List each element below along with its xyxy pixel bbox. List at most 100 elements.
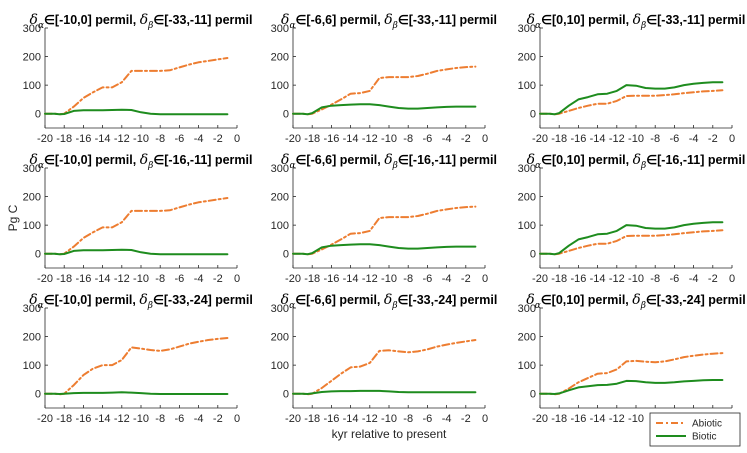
x-tick-label: -8: [403, 133, 413, 145]
panel-2: δα∈[-6,6] permil, δβ∈[-33,-11] permil 0 10…: [271, 12, 497, 145]
y-tick-label: 200: [518, 332, 536, 344]
panel-1: δα∈[-10,0] permil, δβ∈[-33,-11] permil 0 1…: [23, 12, 253, 145]
x-tick-label: 0: [234, 413, 240, 425]
x-tick-label: -8: [155, 273, 165, 285]
x-tick-label: -20: [532, 273, 548, 285]
x-tick-label: 0: [482, 133, 488, 145]
y-tick-label: 300: [271, 303, 289, 315]
series-line-biotic: [292, 243, 477, 256]
panel-title: δα∈[0,10] permil, δβ∈[-33,-11] permil: [527, 12, 746, 31]
y-tick-label: 0: [283, 109, 289, 121]
x-tick-label: -12: [609, 273, 625, 285]
y-tick-label: 100: [271, 80, 289, 92]
x-tick-label: -14: [95, 133, 111, 145]
x-tick-label: -8: [155, 413, 165, 425]
x-tick-label: -16: [323, 273, 339, 285]
series-line-abiotic: [44, 197, 229, 256]
x-tick-label: -4: [194, 413, 204, 425]
y-tick-label: 300: [518, 23, 536, 35]
x-tick-label: -2: [708, 133, 718, 145]
x-tick-label: -14: [590, 273, 606, 285]
legend-label-biotic: Biotic: [692, 432, 716, 443]
x-tick-label: -18: [551, 413, 567, 425]
x-tick-label: -20: [532, 133, 548, 145]
x-tick-label: -10: [381, 273, 397, 285]
y-tick-label: 100: [271, 220, 289, 232]
series-line-abiotic: [44, 337, 229, 396]
panel-7: δα∈[-10,0] permil, δβ∈[-33,-24] permil 0 1…: [23, 292, 253, 425]
x-tick-label: -8: [403, 413, 413, 425]
panel-title: δα∈[0,10] permil, δβ∈[-33,-24] permil: [526, 292, 745, 311]
series-line-biotic: [292, 389, 477, 395]
x-tick-label: -20: [37, 273, 53, 285]
y-tick-label: 200: [271, 192, 289, 204]
x-tick-label: -4: [194, 273, 204, 285]
x-tick-label: -12: [362, 413, 378, 425]
y-tick-label: 200: [23, 332, 41, 344]
x-tick-label: -16: [75, 133, 91, 145]
x-tick-label: -16: [323, 133, 339, 145]
y-tick-label: 300: [23, 303, 41, 315]
x-tick-label: -14: [343, 273, 359, 285]
x-tick-label: -18: [56, 413, 72, 425]
x-tick-label: -18: [56, 133, 72, 145]
x-tick-label: -20: [285, 273, 301, 285]
x-tick-label: -4: [194, 133, 204, 145]
panel-4: δα∈[-10,0] permil, δβ∈[-16,-11] permil 0 1…: [23, 152, 253, 285]
panel-title: δα∈[-6,6] permil, δβ∈[-16,-11] permil: [281, 152, 497, 171]
y-tick-label: 100: [271, 360, 289, 372]
x-tick-label: 0: [482, 273, 488, 285]
panel-9: δα∈[0,10] permil, δβ∈[-33,-24] permil 0 10…: [518, 292, 746, 425]
series-line-abiotic: [44, 57, 229, 116]
y-tick-label: 0: [35, 249, 41, 261]
x-tick-label: -2: [461, 413, 471, 425]
panel-title: δα∈[-10,0] permil, δβ∈[-33,-11] permil: [30, 12, 253, 31]
x-tick-label: -8: [155, 133, 165, 145]
y-tick-label: 100: [518, 220, 536, 232]
x-tick-label: -10: [381, 413, 397, 425]
y-tick-label: 0: [283, 389, 289, 401]
series-line-biotic: [44, 108, 229, 116]
y-tick-label: 300: [271, 163, 289, 175]
series-line-biotic: [44, 391, 229, 395]
x-tick-label: -6: [423, 273, 433, 285]
x-tick-label: -14: [590, 413, 606, 425]
x-tick-label: 0: [234, 133, 240, 145]
y-tick-label: 200: [271, 332, 289, 344]
panel-title: δα∈[0,10] permil, δβ∈[-16,-11] permil: [527, 152, 746, 171]
y-tick-label: 300: [518, 163, 536, 175]
x-tick-label: -18: [551, 273, 567, 285]
x-tick-label: -4: [442, 413, 452, 425]
series-line-abiotic: [292, 339, 477, 396]
x-tick-label: -2: [708, 273, 718, 285]
panel-title: δα∈[-10,0] permil, δβ∈[-33,-24] permil: [29, 292, 253, 311]
y-tick-label: 100: [23, 220, 41, 232]
y-tick-label: 100: [23, 360, 41, 372]
x-tick-label: -6: [175, 413, 185, 425]
panel-5: δα∈[-6,6] permil, δβ∈[-16,-11] permil 0 10…: [271, 152, 497, 285]
y-tick-label: 200: [23, 192, 41, 204]
x-tick-label: -20: [37, 413, 53, 425]
x-tick-label: -12: [609, 413, 625, 425]
y-tick-label: 0: [530, 249, 536, 261]
x-tick-label: -2: [213, 413, 223, 425]
x-tick-label: -12: [114, 133, 130, 145]
panel-title: δα∈[-6,6] permil, δβ∈[-33,-11] permil: [281, 12, 497, 31]
series-line-abiotic: [539, 229, 724, 256]
series-line-biotic: [292, 103, 477, 116]
x-tick-label: -4: [442, 133, 452, 145]
x-tick-label: -2: [461, 133, 471, 145]
x-tick-label: -6: [175, 273, 185, 285]
x-tick-label: -2: [213, 273, 223, 285]
x-tick-label: -12: [362, 133, 378, 145]
x-tick-label: -16: [75, 413, 91, 425]
x-tick-label: -12: [114, 273, 130, 285]
y-tick-label: 0: [283, 249, 289, 261]
y-tick-label: 300: [23, 23, 41, 35]
x-tick-label: -14: [95, 273, 111, 285]
x-tick-label: -18: [56, 273, 72, 285]
x-tick-label: -18: [304, 413, 320, 425]
series-line-biotic: [539, 221, 724, 256]
x-tick-label: -6: [670, 133, 680, 145]
